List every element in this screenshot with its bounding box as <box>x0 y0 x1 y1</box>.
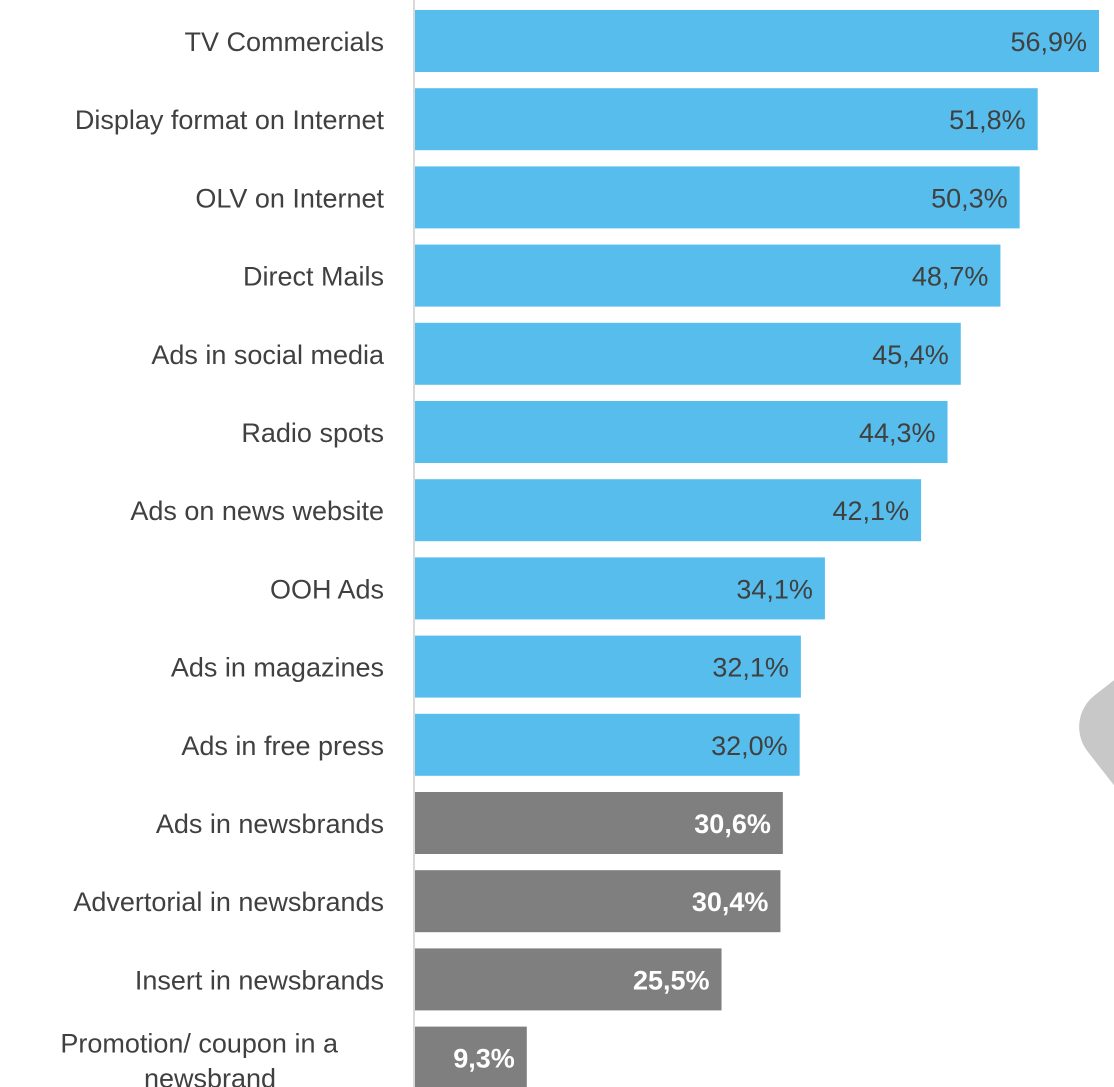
category-label: Ads in magazines <box>171 653 384 683</box>
value-label: 9,3% <box>453 1044 515 1074</box>
category-label: TV Commercials <box>184 27 384 57</box>
bar <box>415 948 722 1011</box>
bar <box>415 557 825 620</box>
value-label: 34,1% <box>736 574 813 604</box>
bar <box>415 713 800 776</box>
category-label: Ads on news website <box>130 496 384 526</box>
category-label: OOH Ads <box>270 574 384 604</box>
bar <box>415 10 1099 72</box>
bar <box>415 870 781 933</box>
category-label: Insert in newsbrands <box>135 965 384 995</box>
value-label: 32,1% <box>712 653 789 683</box>
value-label: 32,0% <box>711 731 788 761</box>
value-label: 56,9% <box>1010 27 1087 57</box>
value-label: 30,6% <box>694 809 771 839</box>
bar <box>415 88 1038 151</box>
bar <box>415 244 1001 307</box>
category-label: Ads in social media <box>151 340 385 370</box>
bars-group <box>415 10 1099 1087</box>
value-label: 25,5% <box>633 965 710 995</box>
bar <box>415 792 783 854</box>
value-label: 42,1% <box>833 496 910 526</box>
bar <box>415 479 922 542</box>
value-label: 50,3% <box>931 183 1008 213</box>
bar <box>415 1026 527 1087</box>
bar <box>415 401 948 463</box>
category-label: Display format on Internet <box>75 105 385 135</box>
value-labels: 56,9% 51,8% 50,3% 48,7% 45,4% 44,3% 42,1% 34,1%… <box>453 27 1087 1074</box>
category-label: Ads in newsbrands <box>156 809 384 839</box>
category-label: Radio spots <box>241 418 384 448</box>
category-label: Ads in free press <box>181 731 384 761</box>
value-label: 44,3% <box>859 418 936 448</box>
category-labels: TV Commercials Display format on Internet… <box>60 27 385 1087</box>
bar <box>415 635 801 698</box>
value-label: 48,7% <box>912 262 989 292</box>
category-label: Advertorial in newsbrands <box>73 887 384 917</box>
category-label: Promotion/ coupon in a newsbrand <box>60 1029 339 1087</box>
category-label: Direct Mails <box>243 262 384 292</box>
category-label: OLV on Internet <box>195 183 384 213</box>
value-label: 51,8% <box>949 105 1026 135</box>
value-label: 45,4% <box>872 340 949 370</box>
bar <box>415 322 961 385</box>
value-label: 30,4% <box>692 887 769 917</box>
bar <box>415 166 1020 229</box>
